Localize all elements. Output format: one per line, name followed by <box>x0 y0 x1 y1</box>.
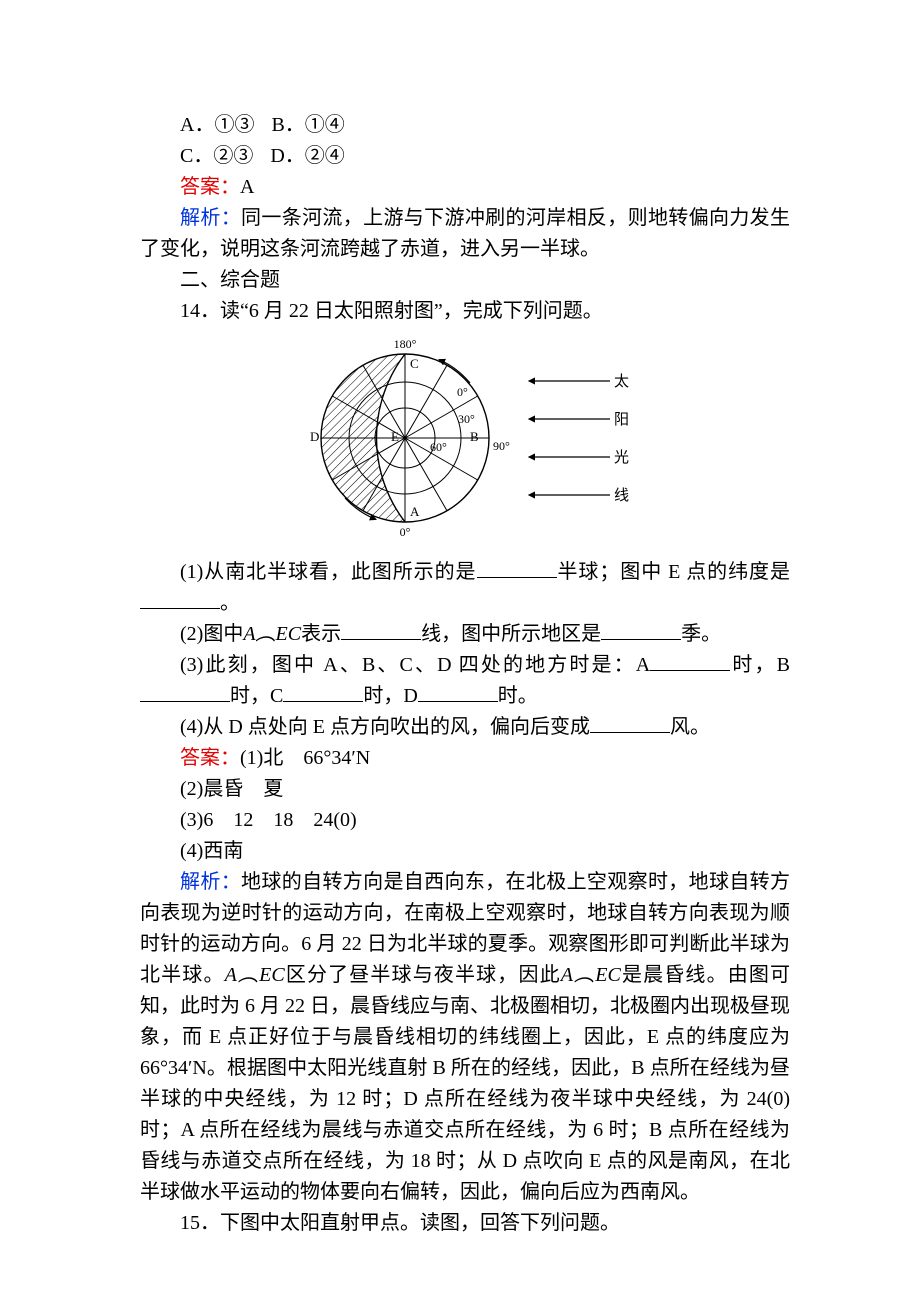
label-90: 90° <box>493 439 510 453</box>
q14-sub1-c: 。 <box>220 592 240 614</box>
option-c: C．②③ <box>180 145 253 167</box>
label-30: 30° <box>458 412 475 426</box>
option-b: B．①④ <box>271 114 344 136</box>
q15-stem: 15．下图中太阳直射甲点。读图，回答下列问题。 <box>140 1208 790 1239</box>
options-line-2: C．②③ D．②④ <box>140 141 790 172</box>
options-line-1: A．①③ B．①④ <box>140 110 790 141</box>
q14-sub2-a: (2)图中 <box>180 623 243 645</box>
arc-aec: A︵EC <box>243 623 301 645</box>
ans14-1: (1)北 66°34′N <box>240 747 370 769</box>
answer-14-line2: (2)晨昏 夏 <box>140 774 790 805</box>
q14-sub2-c: 线，图中所示地区是 <box>421 623 601 645</box>
sun-char-0: 太 <box>614 373 629 390</box>
q14-stem: 14．读“6 月 22 日太阳照射图”，完成下列问题。 <box>140 296 790 327</box>
q14-sub3-a: (3)此刻，图中 A、B、C、D 四处的地方时是：A <box>180 654 650 676</box>
q14-sub4-b: 风。 <box>670 716 710 738</box>
blank <box>650 650 730 671</box>
point-e: E <box>391 429 399 444</box>
blank <box>590 712 670 733</box>
blank <box>140 588 220 609</box>
answer-label: 答案： <box>180 747 240 769</box>
point-b: B <box>470 429 479 444</box>
analysis14-b: 区分了昼半球与夜半球，因此 <box>285 964 561 986</box>
q14-sub1-b: 半球；图中 E 点的纬度是 <box>557 561 791 583</box>
q14-sub2-b: 表示 <box>301 623 341 645</box>
answer-14-line3: (3)6 12 18 24(0) <box>140 805 790 836</box>
answer-14-line1: 答案：(1)北 66°34′N <box>140 743 790 774</box>
point-c: C <box>410 356 419 371</box>
label-60: 60° <box>430 440 447 454</box>
sun-char-3: 线 <box>614 487 629 504</box>
label-0-bottom: 0° <box>400 525 411 539</box>
blank <box>601 619 681 640</box>
q14-sub3-d: 时，D <box>363 685 417 707</box>
blank <box>140 681 230 702</box>
arc-aec: A︵EC <box>561 964 621 986</box>
q14-diagram: 180° 0° 30° 60° 90° 0° C E B D A 太 阳 光 线 <box>140 333 790 553</box>
point-d: D <box>310 429 319 444</box>
option-d: D．②④ <box>270 145 344 167</box>
section-2-heading: 二、综合题 <box>140 265 790 296</box>
arc-aec: A︵EC <box>225 964 285 986</box>
analysis14-c: 是晨昏线。由图可知，此时为 6 月 22 日，晨昏线应与南、北极圈相切，北极圈内… <box>140 964 790 1203</box>
sun-char-1: 阳 <box>614 411 629 428</box>
analysis-14: 解析：地球的自转方向是自西向东，在北极上空观察时，地球自转方向表现为逆时针的运动… <box>140 867 790 1208</box>
point-a: A <box>410 504 420 519</box>
analysis-13: 解析：同一条河流，上游与下游冲刷的河岸相反，则地转偏向力发生了变化，说明这条河流… <box>140 203 790 265</box>
blank <box>418 681 498 702</box>
q14-sub3: (3)此刻，图中 A、B、C、D 四处的地方时是：A 时，B 时，C 时，D 时。 <box>140 650 790 712</box>
answer-label: 答案： <box>180 176 240 198</box>
q14-sub3-e: 时。 <box>498 685 538 707</box>
q14-sub4-a: (4)从 D 点处向 E 点方向吹出的风，偏向后变成 <box>180 716 590 738</box>
sun-char-2: 光 <box>614 449 629 466</box>
document-page: A．①③ B．①④ C．②③ D．②④ 答案：A 解析：同一条河流，上游与下游冲… <box>0 0 920 1302</box>
q14-sub3-b: 时，B <box>730 654 790 676</box>
q14-sub1: (1)从南北半球看，此图所示的是 半球；图中 E 点的纬度是。 <box>140 557 790 619</box>
analysis-label: 解析： <box>180 871 241 893</box>
answer-13-value: A <box>240 176 254 198</box>
sun-diagram-svg: 180° 0° 30° 60° 90° 0° C E B D A 太 阳 光 线 <box>300 333 630 543</box>
option-a: A．①③ <box>180 114 254 136</box>
label-0-top: 0° <box>457 385 468 399</box>
q14-sub2-d: 季。 <box>681 623 721 645</box>
q14-sub3-c: 时，C <box>230 685 283 707</box>
analysis-label: 解析： <box>180 207 241 229</box>
q14-sub1-a: (1)从南北半球看，此图所示的是 <box>180 561 477 583</box>
blank <box>283 681 363 702</box>
answer-13: 答案：A <box>140 172 790 203</box>
q14-sub4: (4)从 D 点处向 E 点方向吹出的风，偏向后变成 风。 <box>140 712 790 743</box>
q14-sub2: (2)图中A︵EC表示 线，图中所示地区是 季。 <box>140 619 790 650</box>
blank <box>477 557 557 578</box>
blank <box>341 619 421 640</box>
label-180: 180° <box>394 337 417 351</box>
answer-14-line4: (4)西南 <box>140 836 790 867</box>
